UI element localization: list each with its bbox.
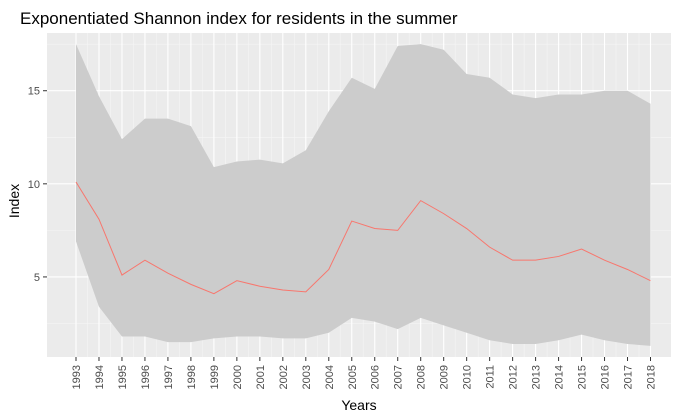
x-tick-label: 2012 bbox=[508, 365, 520, 389]
y-axis: 5 10 15 bbox=[28, 86, 47, 284]
x-tick-label: 1996 bbox=[140, 365, 152, 389]
x-tick-label: 1994 bbox=[94, 365, 106, 389]
x-axis: 1993 1994 1995 1996 1997 1998 1999 2000 2001 2002… bbox=[71, 357, 658, 389]
x-tick-label: 2007 bbox=[393, 365, 405, 389]
x-tick-label: 2018 bbox=[646, 365, 658, 389]
x-tick-label: 2003 bbox=[301, 365, 313, 389]
x-tick-label: 1995 bbox=[117, 365, 129, 389]
x-tick-label: 2006 bbox=[370, 365, 382, 389]
x-tick-label: 1993 bbox=[71, 365, 83, 389]
x-tick-label: 2002 bbox=[278, 365, 290, 389]
x-tick-label: 1999 bbox=[209, 365, 221, 389]
confidence-ribbon bbox=[76, 44, 651, 346]
y-axis-title: Index bbox=[6, 184, 22, 218]
x-tick-label: 2010 bbox=[462, 365, 474, 389]
x-tick-label: 2008 bbox=[416, 365, 428, 389]
y-tick-label: 15 bbox=[28, 86, 40, 98]
chart-title: Exponentiated Shannon index for resident… bbox=[20, 9, 458, 28]
x-tick-label: 1997 bbox=[163, 365, 175, 389]
x-tick-label: 2000 bbox=[232, 365, 244, 389]
x-tick-label: 2017 bbox=[623, 365, 635, 389]
x-tick-label: 2004 bbox=[324, 365, 336, 389]
x-tick-label: 2016 bbox=[600, 365, 612, 389]
x-tick-label: 2013 bbox=[531, 365, 543, 389]
y-tick-label: 5 bbox=[34, 272, 40, 284]
index-line bbox=[75, 181, 651, 295]
x-axis-title: Years bbox=[341, 397, 376, 413]
x-tick-label: 2011 bbox=[485, 365, 497, 389]
x-tick-label: 2014 bbox=[554, 365, 566, 389]
y-tick-label: 10 bbox=[28, 179, 40, 191]
x-tick-label: 1998 bbox=[186, 365, 198, 389]
x-tick-label: 2005 bbox=[347, 365, 359, 389]
x-tick-label: 2009 bbox=[439, 365, 451, 389]
series-layer bbox=[75, 44, 651, 346]
x-tick-label: 2015 bbox=[577, 365, 589, 389]
x-tick-label: 2001 bbox=[255, 365, 267, 389]
